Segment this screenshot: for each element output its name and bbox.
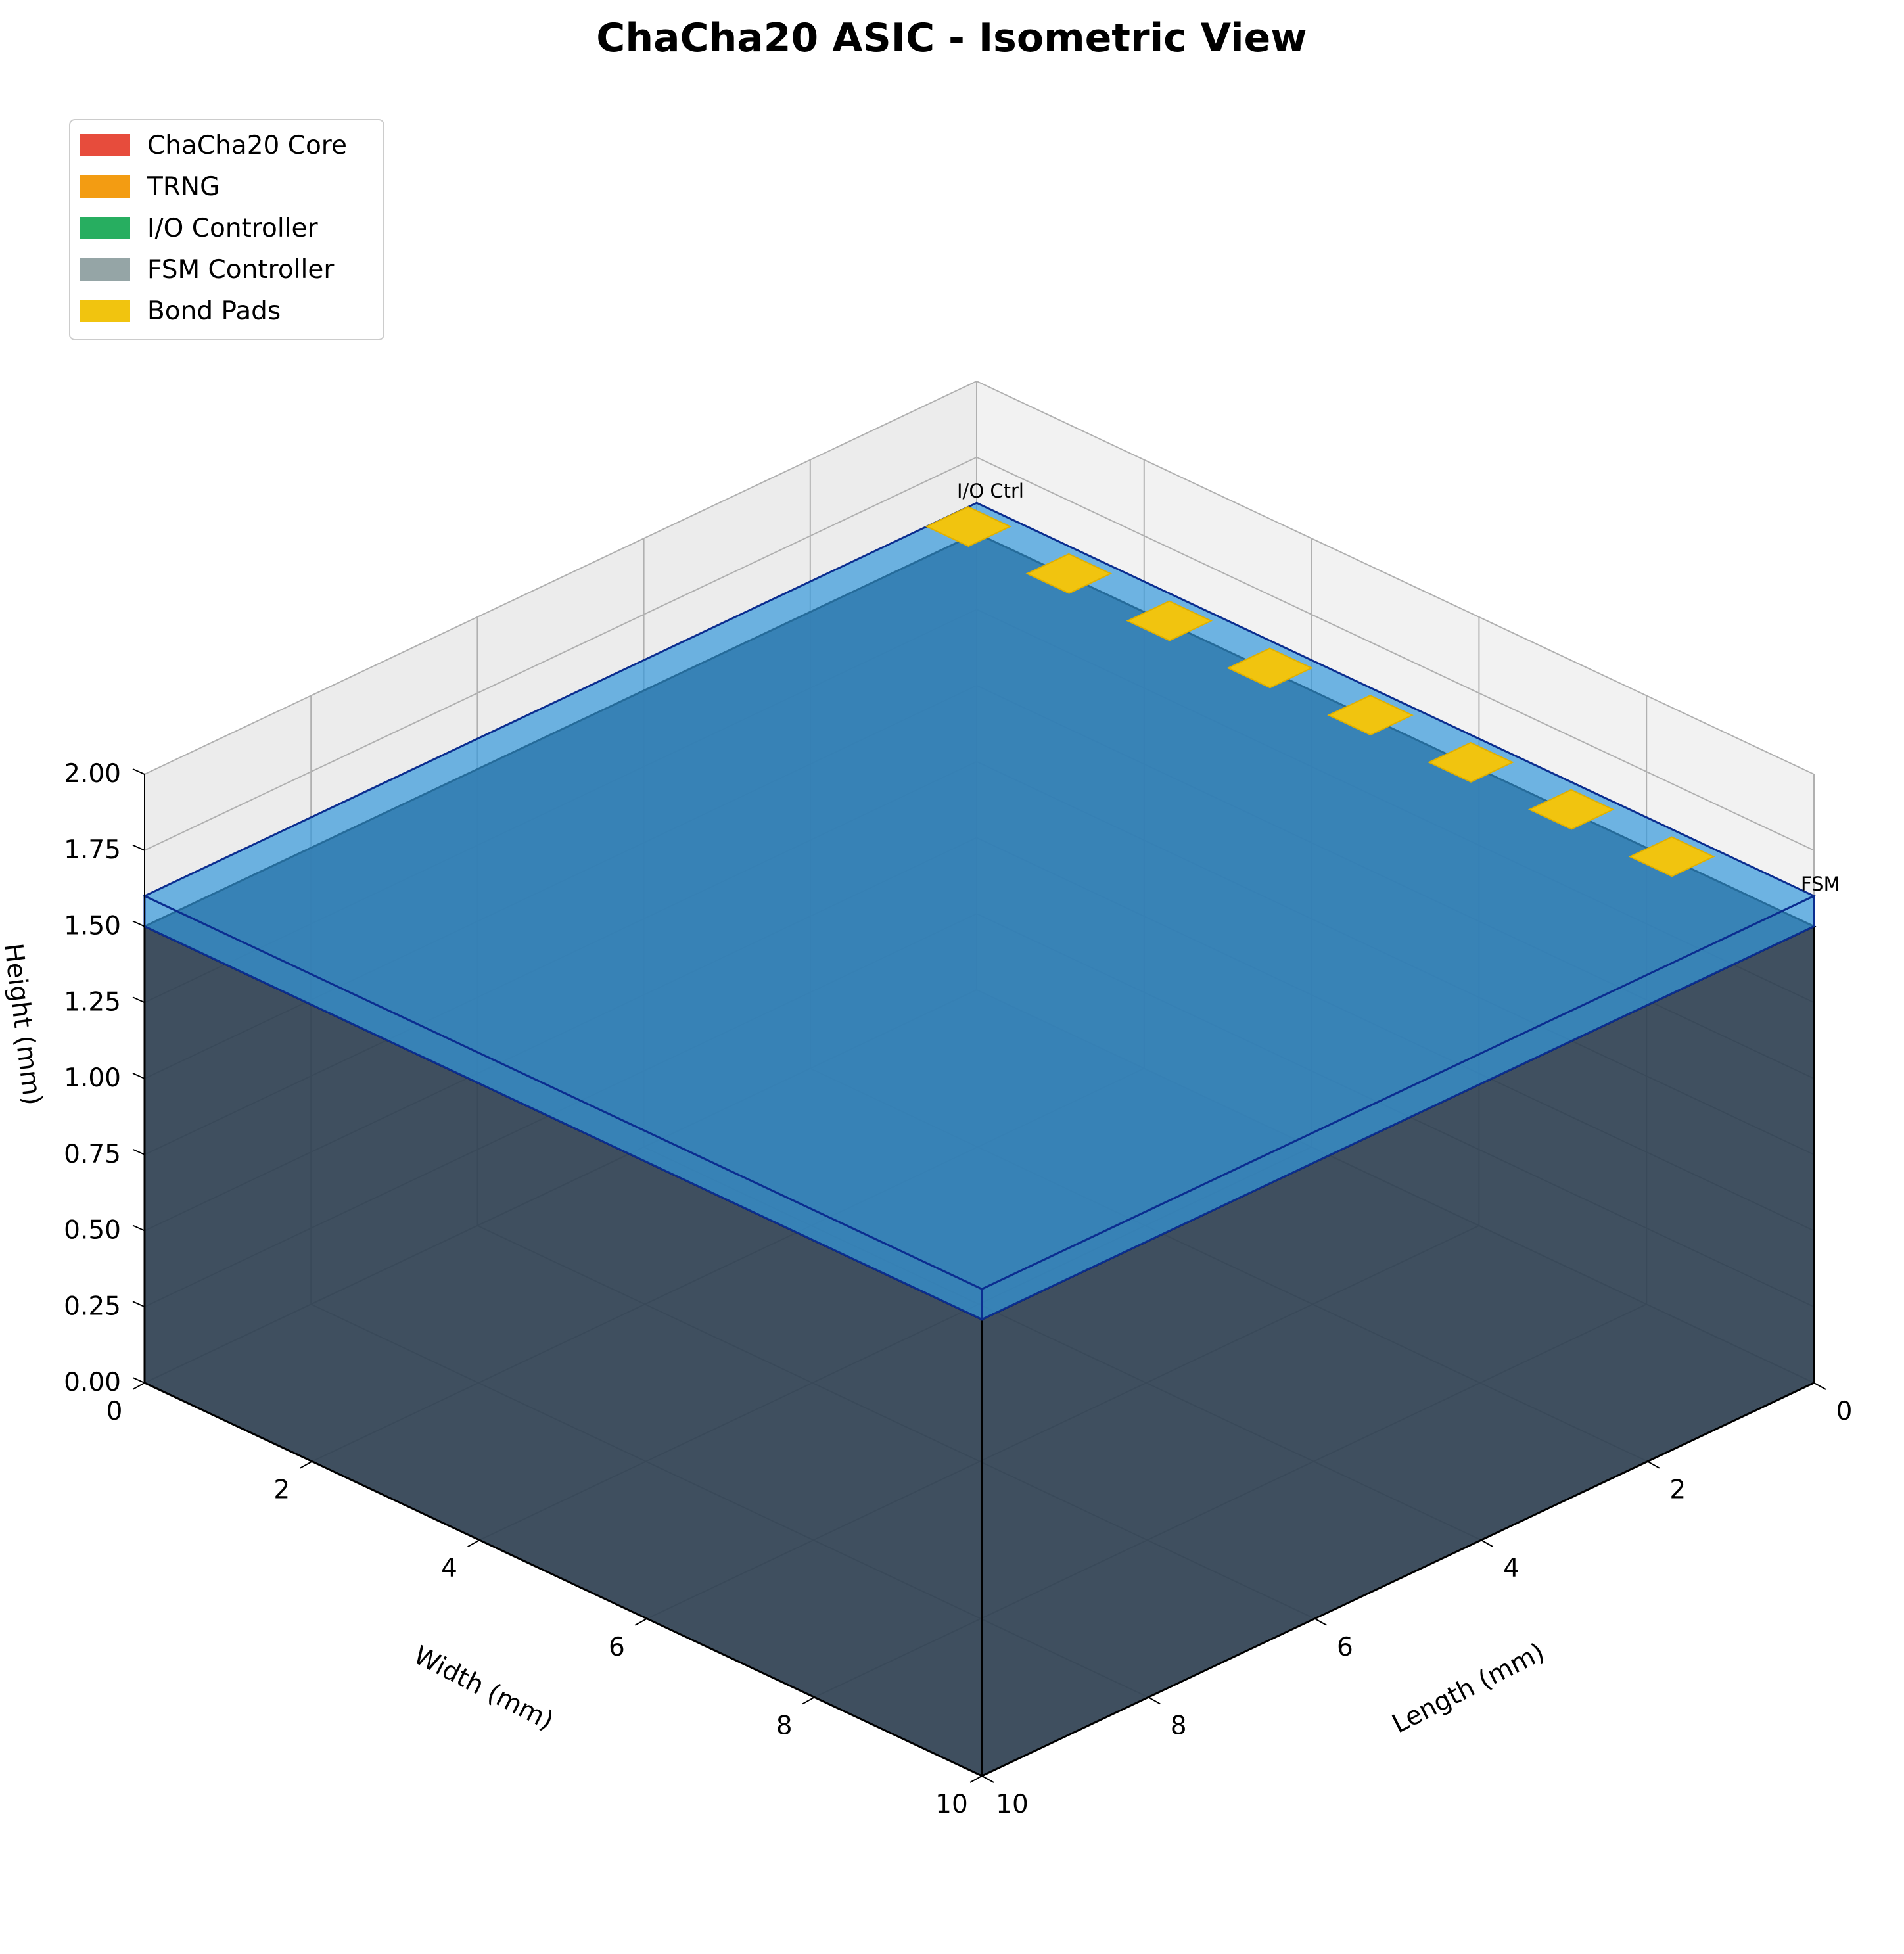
height-tick-label: 1.00	[64, 1063, 121, 1093]
length-axis-line	[981, 1382, 1815, 1777]
length-tick-label: 10	[996, 1790, 1029, 1819]
legend-label: Bond Pads	[147, 296, 281, 326]
width-tick-mark	[132, 1382, 145, 1390]
legend: ChaCha20 Core TRNG I/O Controller FSM Contr…	[69, 119, 384, 340]
width-tick-mark	[634, 1617, 647, 1626]
legend-swatch	[80, 217, 130, 239]
width-tick-label: 4	[441, 1554, 457, 1583]
width-tick-mark	[467, 1539, 480, 1548]
length-tick-mark	[981, 1775, 994, 1783]
length-tick-label: 0	[1836, 1397, 1853, 1426]
width-axis-line	[144, 1382, 983, 1777]
height-tick-label: 1.50	[64, 912, 121, 941]
width-tick-label: 10	[935, 1790, 968, 1819]
bond-pad	[1327, 695, 1414, 736]
length-tick-label: 6	[1337, 1633, 1353, 1662]
bond-pad	[1428, 741, 1514, 783]
bond-pad	[1226, 647, 1314, 689]
legend-swatch	[80, 134, 130, 156]
annotation-label: I/O Ctrl	[957, 480, 1024, 502]
legend-swatch	[80, 300, 130, 322]
legend-swatch	[80, 175, 130, 198]
height-tick-label: 1.25	[64, 987, 121, 1017]
bond-pad	[1628, 836, 1715, 877]
height-tick-label: 2.00	[64, 759, 121, 789]
grid-line	[144, 381, 977, 775]
length-tick-mark	[1647, 1460, 1660, 1469]
block-face	[142, 501, 1817, 1290]
legend-frame	[69, 119, 384, 340]
width-tick-mark	[802, 1696, 815, 1705]
bond-pad	[925, 506, 1012, 547]
length-tick-label: 2	[1669, 1476, 1686, 1505]
legend-label: ChaCha20 Core	[147, 131, 347, 160]
chart-title: ChaCha20 ASIC - Isometric View	[596, 15, 1307, 61]
grid-line	[144, 456, 977, 851]
height-tick-label: 0.75	[64, 1140, 121, 1169]
length-tick-mark	[1481, 1539, 1494, 1548]
legend-label: TRNG	[147, 172, 220, 202]
height-tick-mark	[132, 920, 145, 927]
grid-line	[976, 456, 1815, 851]
width-tick-mark	[969, 1775, 983, 1783]
annotation-label: FSM	[1801, 873, 1840, 895]
height-tick-mark	[132, 1073, 145, 1079]
height-tick-label: 1.75	[64, 835, 121, 865]
length-tick-label: 8	[1171, 1711, 1187, 1740]
length-tick-mark	[1813, 1382, 1826, 1390]
height-tick-mark	[132, 1377, 145, 1384]
width-tick-label: 6	[609, 1633, 625, 1662]
height-tick-label: 0.25	[64, 1291, 121, 1321]
legend-label: I/O Controller	[147, 214, 319, 243]
height-tick-mark	[132, 1148, 145, 1155]
width-tick-label: 8	[776, 1711, 793, 1740]
length-tick-mark	[1148, 1696, 1161, 1705]
length-tick-label: 4	[1503, 1554, 1520, 1583]
height-tick-mark	[132, 768, 145, 775]
length-tick-mark	[1314, 1617, 1327, 1626]
legend-label: FSM Controller	[147, 255, 335, 285]
bond-pad	[1527, 789, 1615, 830]
block-package-lid	[142, 501, 1817, 1321]
grid-line	[976, 381, 1815, 775]
height-tick-mark	[132, 996, 145, 1004]
width-tick-label: 0	[106, 1397, 123, 1426]
height-tick-mark	[132, 844, 145, 851]
height-tick-label: 0.00	[64, 1368, 121, 1397]
bond-pad	[1126, 600, 1213, 641]
width-tick-mark	[300, 1460, 313, 1469]
height-tick-label: 0.50	[64, 1216, 121, 1245]
legend-swatch	[80, 258, 130, 281]
height-tick-mark	[132, 1224, 145, 1232]
bond-pad	[1025, 553, 1113, 594]
width-tick-label: 2	[273, 1476, 290, 1505]
height-tick-mark	[132, 1301, 145, 1308]
